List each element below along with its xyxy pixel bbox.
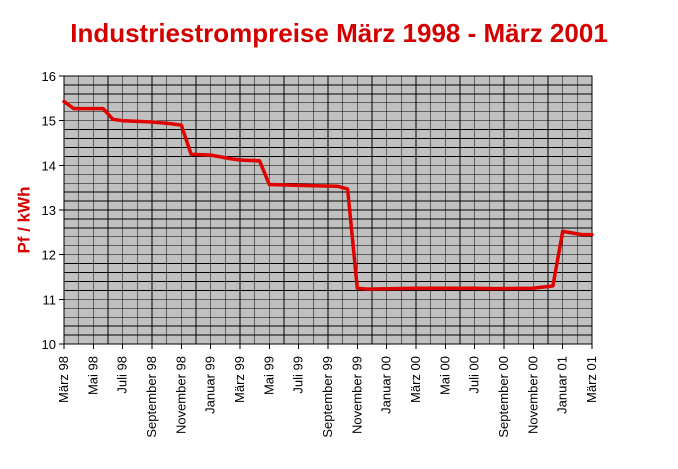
x-tick-label: März 00 [408, 356, 423, 403]
y-tick-label: 12 [42, 248, 56, 263]
x-tick-label: März 98 [56, 356, 71, 403]
series-line [62, 99, 594, 291]
x-tick-label: September 98 [144, 356, 159, 438]
x-tick-label: Juli 00 [467, 356, 482, 394]
chart-title: Industriestrompreise März 1998 - März 20… [70, 18, 608, 48]
y-axis-ticks: 10 11 12 13 14 15 16 [42, 69, 64, 352]
x-tick-label: November 00 [525, 356, 540, 434]
x-tick-label: Mai 98 [85, 356, 100, 395]
x-tick-label: Januar 00 [379, 356, 394, 414]
y-tick-label: 13 [42, 203, 56, 218]
y-tick-label: 11 [43, 292, 57, 307]
y-tick-label: 14 [42, 158, 56, 173]
x-tick-label: September 00 [496, 356, 511, 438]
x-tick-label: September 99 [320, 356, 335, 438]
x-tick-label: Januar 99 [203, 356, 218, 414]
x-tick-label: Mai 00 [437, 356, 452, 395]
x-tick-label: November 98 [173, 356, 188, 434]
x-axis-ticks: März 98 Mai 98 Juli 98 September 98 November… [56, 344, 599, 438]
y-tick-label: 16 [42, 69, 56, 84]
x-tick-label: November 99 [349, 356, 364, 434]
x-tick-label: Juli 99 [291, 356, 306, 394]
x-tick-label: Januar 01 [555, 356, 570, 414]
y-tick-label: 10 [42, 337, 56, 352]
x-tick-label: März 99 [232, 356, 247, 403]
x-tick-label: Juli 98 [115, 356, 130, 394]
y-tick-label: 15 [42, 114, 56, 129]
x-tick-label: Mai 99 [261, 356, 276, 395]
x-tick-label: März 01 [584, 356, 599, 403]
